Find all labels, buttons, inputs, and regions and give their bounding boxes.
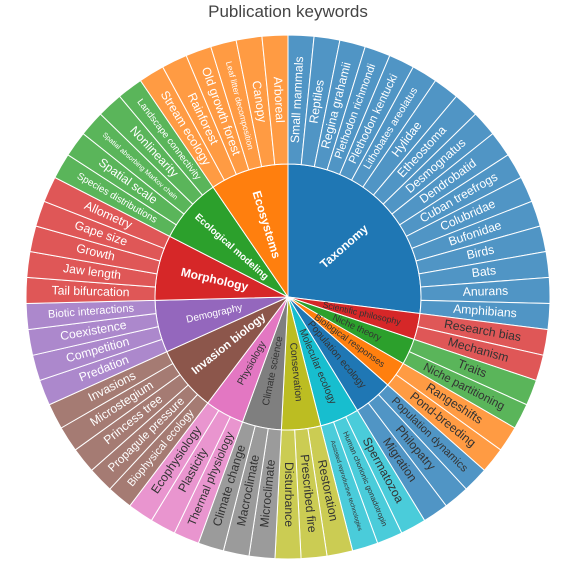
label-bats: Bats (471, 263, 497, 280)
label-small-mammals: Small mammals (288, 56, 306, 143)
label-reptiles: Reptiles (306, 79, 326, 125)
label-canopy: Canopy (249, 80, 269, 125)
chart-title: Publication keywords (208, 2, 368, 21)
label-birds: Birds (465, 242, 495, 262)
label-disturbance: Disturbance (282, 462, 296, 527)
wedge-arboreal[interactable] (261, 34, 289, 166)
label-anurans: Anurans (463, 284, 509, 299)
label-amphibians: Amphibians (453, 302, 518, 321)
label-microclimate: Microclimate (257, 459, 278, 529)
label-tail-bifurcation: Tail bifurcation (51, 283, 129, 299)
label-arboreal: Arboreal (271, 76, 287, 123)
